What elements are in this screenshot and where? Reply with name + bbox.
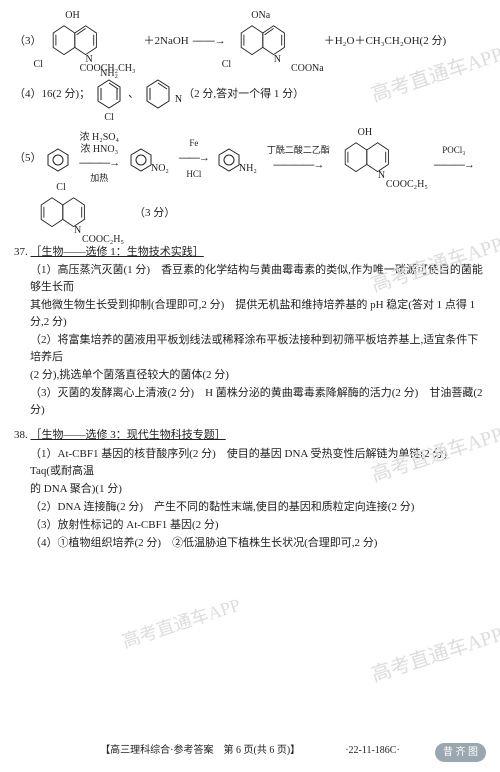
q38-line: 的 DNA 聚合)(1 分) bbox=[14, 481, 486, 498]
watermark: 高考直通车APP bbox=[119, 592, 245, 657]
q5-row2: Cl COOC₂H₅ N （3 分） bbox=[14, 192, 486, 236]
label-ona: ONa bbox=[251, 8, 270, 24]
arrow-icon: ——→ bbox=[193, 33, 226, 50]
q3-mol-right: ONa Cl COONa N bbox=[234, 20, 288, 64]
label-cl: Cl bbox=[222, 57, 231, 73]
q37-block: 37. ［生物——选修 1：生物技术实践］ （1）高压蒸汽灭菌(1 分) 香豆素… bbox=[14, 244, 486, 419]
q3-row: （3） OH Cl COOCH₂CH₃ N ＋2NaOH ——→ bbox=[14, 20, 486, 64]
ring-n: N bbox=[74, 223, 81, 239]
reagent: HCl bbox=[186, 168, 201, 182]
benzene-icon bbox=[46, 146, 70, 172]
label-oh: OH bbox=[65, 8, 79, 24]
reagent: POCl₃ bbox=[442, 144, 465, 158]
q5-mol3: OH COOC₂H₅ N bbox=[338, 137, 392, 181]
q4-prefix: （4）16(2 分)； bbox=[14, 86, 90, 103]
ring-n: N bbox=[175, 92, 182, 108]
label-cl: Cl bbox=[56, 180, 65, 196]
ring-n: N bbox=[378, 168, 385, 184]
ring-n: N bbox=[274, 52, 281, 68]
reagent: 浓 HNO₃ bbox=[80, 144, 118, 156]
label-ester: COOC₂H₅ bbox=[82, 232, 124, 248]
q38-block: 38. ［生物——选修 3：现代生物科技专题］ （1）At-CBF1 基因的核苷… bbox=[14, 427, 486, 551]
q38-num: 38. bbox=[14, 429, 28, 441]
q38-title: ［生物——选修 3：现代生物科技专题］ bbox=[31, 429, 226, 441]
q4-mol-b: N bbox=[143, 76, 173, 114]
q38-line: （3）放射性标记的 At-CBF1 基因(2 分) bbox=[14, 517, 486, 534]
ring-n: N bbox=[86, 52, 93, 68]
label-ester: COOC₂H₅ bbox=[386, 177, 428, 193]
label-oh: OH bbox=[358, 125, 372, 141]
label-nh2: NH₂ bbox=[239, 161, 257, 177]
watermark: 高考直通车APP bbox=[368, 620, 500, 692]
q38-line: （1）At-CBF1 基因的核苷酸序列(2 分) 使目的基因 DNA 受热变性后… bbox=[14, 446, 486, 480]
q38-line: （2）DNA 连接酶(2 分) 产生不同的黏性末端,使目的基因和质粒定向连接(2… bbox=[14, 499, 486, 516]
q3-prefix: （3） bbox=[14, 33, 42, 50]
label-no2: NO₂ bbox=[151, 161, 169, 177]
label-nh2: NH₂ bbox=[100, 66, 118, 82]
q4-mol-a: NH₂ Cl bbox=[94, 76, 124, 114]
q3-plus: ＋2NaOH bbox=[144, 33, 189, 50]
q37-num: 37. bbox=[14, 246, 28, 258]
q37-line: 其他微生物生长受到抑制(合理即可,2 分) 提供无机盐和维持培养基的 pH 稳定… bbox=[14, 297, 486, 331]
arrow-step1: 浓 H₂SO₄ 浓 HNO₃ ———→ 加热 bbox=[78, 132, 121, 186]
q37-line: (2 分),挑选单个菌落直径较大的菌体(2 分) bbox=[14, 367, 486, 384]
page-footer: 【高三理科综合·参考答案 第 6 页(共 6 页)】 ·22-11-186C· bbox=[0, 743, 500, 759]
q5-mol4: Cl COOC₂H₅ N bbox=[34, 192, 88, 236]
nitrobenzene-icon: NO₂ bbox=[129, 146, 171, 172]
q5-prefix: （5） bbox=[14, 150, 42, 167]
q3-mol-left: OH Cl COOCH₂CH₃ N bbox=[46, 20, 100, 64]
badge: 昔 齐 图 bbox=[435, 743, 486, 763]
q37-line: （2）将富集培养的菌液用平板划线法或稀释涂布平板法接种到初筛平板培养基上,适宜条… bbox=[14, 332, 486, 366]
footer-code: ·22-11-186C· bbox=[345, 745, 400, 756]
reagent: 丁酰二酸二乙酯 bbox=[267, 144, 330, 158]
q37-line: （3）灭菌的发酵离心上清液(2 分) H 菌株分泌的黄曲霉毒素降解酶的活力(2 … bbox=[14, 385, 486, 419]
reagent: 浓 H₂SO₄ bbox=[80, 132, 119, 144]
aniline-icon: NH₂ bbox=[217, 146, 259, 172]
arrow-step3: 丁酰二酸二乙酯 ————→ bbox=[267, 144, 330, 175]
q5-row1: （5） 浓 H₂SO₄ 浓 HNO₃ ———→ 加热 NO₂ Fe ——→ HC… bbox=[14, 132, 486, 186]
label-cl: Cl bbox=[34, 57, 43, 73]
q4-tail: （2 分,答对一个得 1 分） bbox=[183, 86, 304, 103]
q4-row: （4）16(2 分)； NH₂ Cl 、 N （2 分,答对一个得 1 分） bbox=[14, 76, 486, 114]
q5-score: （3 分） bbox=[134, 205, 175, 222]
arrow-step4: POCl₃ ———→ bbox=[434, 144, 474, 175]
q38-line: （4）①植物组织培养(2 分) ②低温胁迫下植株生长状况(合理即可,2 分) bbox=[14, 535, 486, 552]
label-coona: COONa bbox=[291, 61, 324, 77]
footer-text: 【高三理科综合·参考答案 第 6 页(共 6 页)】 bbox=[100, 745, 300, 756]
condition: 加热 bbox=[90, 172, 108, 186]
arrow-step2: Fe ——→ HCl bbox=[179, 137, 209, 182]
q37-line: （1）高压蒸汽灭菌(1 分) 香豆素的化学结构与黄曲霉毒素的类似,作为唯一碳源可… bbox=[14, 262, 486, 296]
q4-sep: 、 bbox=[128, 86, 139, 103]
label-cl: Cl bbox=[104, 110, 113, 126]
q3-tail: ＋H₂O＋CH₃CH₂OH(2 分) bbox=[324, 33, 446, 50]
reagent: Fe bbox=[189, 137, 198, 151]
